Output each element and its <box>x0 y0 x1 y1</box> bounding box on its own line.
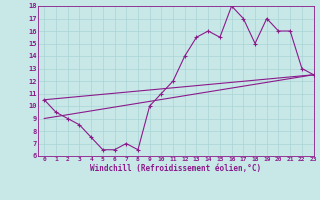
X-axis label: Windchill (Refroidissement éolien,°C): Windchill (Refroidissement éolien,°C) <box>91 164 261 173</box>
